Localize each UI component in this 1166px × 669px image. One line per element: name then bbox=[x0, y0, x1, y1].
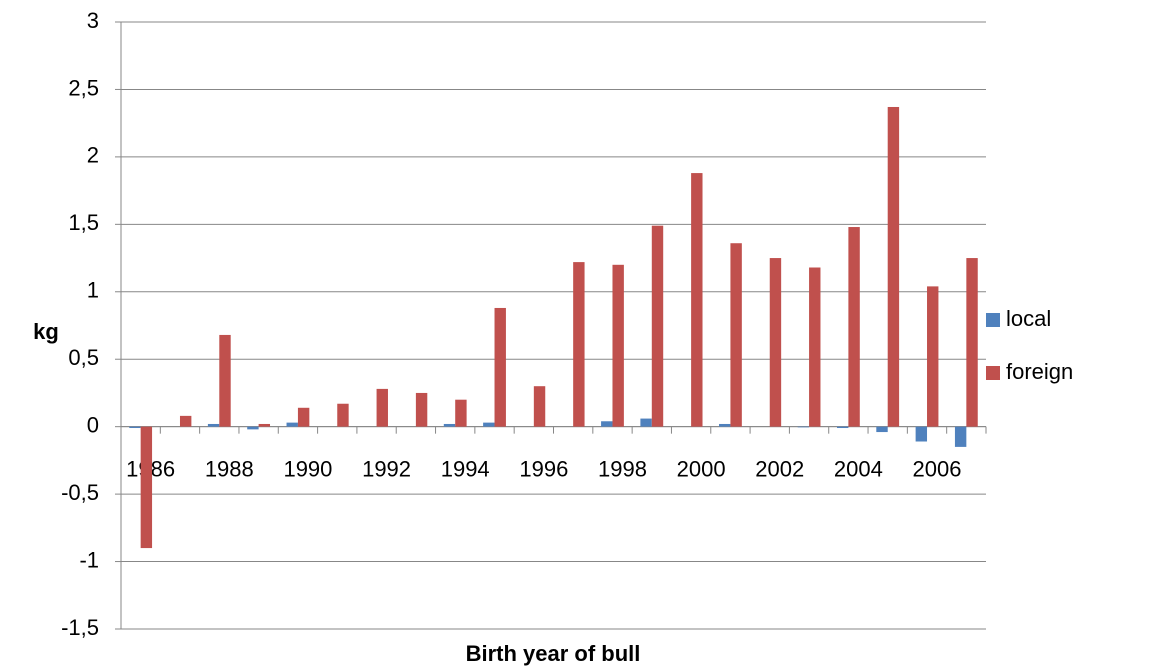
bar bbox=[691, 173, 703, 427]
x-tick-label: 1988 bbox=[205, 456, 254, 481]
bar bbox=[483, 422, 495, 427]
bar bbox=[797, 426, 810, 428]
x-tick-label: 2006 bbox=[913, 456, 962, 481]
bar bbox=[179, 415, 192, 427]
x-tick-label: 1996 bbox=[519, 456, 568, 481]
y-tick-label: 1,5 bbox=[68, 210, 99, 235]
x-tick-label: 1994 bbox=[441, 456, 490, 481]
bar bbox=[443, 423, 456, 427]
bar bbox=[573, 262, 585, 427]
bar bbox=[140, 426, 153, 549]
bar bbox=[455, 399, 467, 427]
x-tick-label: 1998 bbox=[598, 456, 647, 481]
y-tick-label: 0 bbox=[87, 412, 99, 437]
bar bbox=[954, 426, 967, 447]
y-tick-label: 2,5 bbox=[68, 75, 99, 100]
bar bbox=[927, 286, 939, 427]
y-tick-label: 2 bbox=[87, 143, 99, 168]
bar bbox=[207, 423, 220, 427]
bar bbox=[612, 264, 624, 427]
y-tick-label: -1,5 bbox=[61, 615, 99, 640]
legend-swatch bbox=[986, 313, 1000, 327]
bar bbox=[836, 426, 849, 429]
bar bbox=[966, 258, 978, 427]
bar bbox=[651, 225, 664, 427]
bar bbox=[297, 407, 310, 427]
bar bbox=[494, 307, 506, 427]
bar bbox=[915, 426, 928, 442]
x-axis-title: Birth year of bull bbox=[466, 641, 641, 666]
x-tick-label: 2004 bbox=[834, 456, 883, 481]
y-tick-label: 0,5 bbox=[68, 345, 99, 370]
y-tick-label: -1 bbox=[79, 547, 99, 572]
legend-label: local bbox=[1006, 306, 1051, 331]
y-axis-title: kg bbox=[33, 319, 59, 344]
bar bbox=[809, 267, 821, 427]
bar bbox=[247, 426, 259, 430]
y-tick-label: 1 bbox=[87, 278, 99, 303]
x-tick-label: 1992 bbox=[362, 456, 411, 481]
bar bbox=[376, 388, 388, 427]
x-tick-label: 2000 bbox=[677, 456, 726, 481]
x-tick-label: 1990 bbox=[283, 456, 332, 481]
bar bbox=[876, 426, 888, 433]
bar bbox=[337, 403, 349, 427]
bar bbox=[848, 227, 860, 427]
bar bbox=[415, 392, 428, 427]
bar bbox=[640, 418, 652, 427]
bar bbox=[129, 426, 141, 429]
y-tick-label: 3 bbox=[87, 8, 99, 33]
bar bbox=[258, 423, 271, 427]
bar bbox=[730, 243, 742, 427]
bar bbox=[219, 334, 231, 427]
bar bbox=[769, 258, 782, 427]
bar bbox=[601, 421, 613, 427]
legend-swatch bbox=[986, 366, 1000, 380]
x-tick-label: 2002 bbox=[755, 456, 804, 481]
legend-label: foreign bbox=[1006, 359, 1073, 384]
bar bbox=[533, 386, 546, 427]
bar bbox=[887, 106, 900, 427]
bar bbox=[286, 422, 298, 427]
bar bbox=[719, 423, 731, 427]
y-tick-label: -0,5 bbox=[61, 480, 99, 505]
